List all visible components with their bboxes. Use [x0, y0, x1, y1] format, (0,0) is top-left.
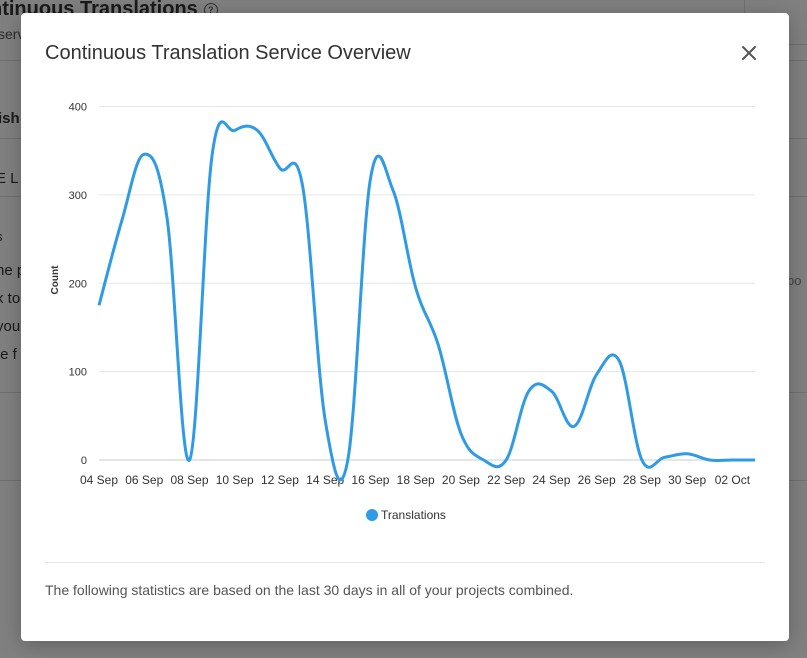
background-page-subtitle: serv: [0, 26, 25, 42]
x-tick-label: 14 Sep: [306, 473, 344, 487]
modal-divider: [45, 562, 765, 563]
x-axis-ticks: 04 Sep 06 Sep 08 Sep 10 Sep 12 Sep 14 Sep 16 S…: [80, 473, 751, 487]
statistics-modal: Continuous Translation Service Overview …: [21, 13, 789, 641]
x-tick-label: 30 Sep: [668, 473, 706, 487]
modal-title: Continuous Translation Service Overview: [45, 42, 411, 64]
x-tick-label: 04 Sep: [80, 473, 118, 487]
background-fragment: s: [0, 229, 3, 244]
x-tick-label: 08 Sep: [170, 473, 208, 487]
x-tick-label: 28 Sep: [623, 473, 661, 487]
background-fragment: k to: [0, 290, 21, 307]
x-tick-label: 20 Sep: [442, 473, 480, 487]
x-tick-label: 18 Sep: [397, 473, 435, 487]
x-tick-label: 10 Sep: [216, 473, 254, 487]
x-tick-label: 02 Oct: [715, 473, 751, 487]
close-icon: [742, 46, 756, 60]
legend-marker: [366, 509, 378, 521]
x-tick-label: 12 Sep: [261, 473, 299, 487]
legend-label: Translations: [381, 508, 446, 522]
background-fragment: te f: [0, 346, 17, 363]
y-tick-label: 300: [69, 190, 87, 202]
statistics-note: The following statistics are based on th…: [45, 582, 574, 598]
x-tick-label: 22 Sep: [487, 473, 525, 487]
y-tick-label: 200: [69, 278, 87, 290]
y-axis-label: Count: [50, 265, 61, 295]
y-axis-ticks: 0 100 200 300 400: [69, 102, 87, 468]
background-fragment: he p: [0, 262, 25, 279]
series-line-translations: [97, 120, 755, 482]
y-tick-label: 0: [81, 455, 87, 467]
y-tick-label: 100: [69, 367, 87, 379]
translations-line-chart: 0 100 200 300 400 04 Sep 06 Sep 08 Sep 10 Sep 12…: [50, 102, 755, 522]
y-tick-label: 400: [69, 102, 87, 114]
x-tick-label: 24 Sep: [532, 473, 570, 487]
background-fragment: ish: [0, 110, 20, 127]
background-fragment: bo: [787, 273, 802, 288]
x-tick-label: 06 Sep: [125, 473, 163, 487]
x-tick-label: 26 Sep: [578, 473, 616, 487]
chart-legend[interactable]: Translations: [366, 508, 446, 522]
background-fragment: you: [0, 318, 21, 335]
x-tick-label: 16 Sep: [351, 473, 389, 487]
close-button[interactable]: [739, 43, 759, 63]
background-fragment: E L: [0, 170, 19, 187]
